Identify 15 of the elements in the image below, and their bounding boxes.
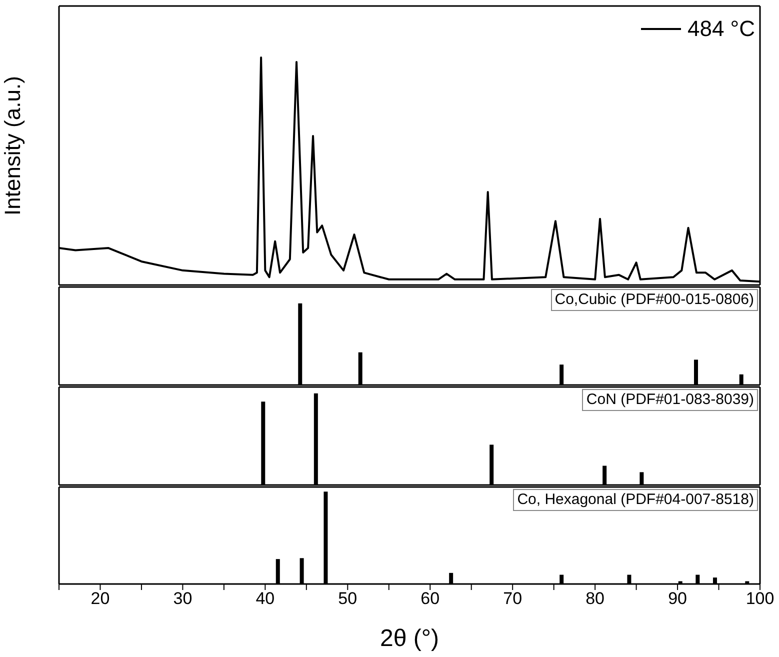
x-tick-label: 30	[173, 589, 192, 608]
x-axis-title: 2θ (°)	[380, 625, 439, 652]
annotation: Co,Cubic (PDF#00-015-0806)	[550, 289, 758, 311]
x-tick-label: 100	[746, 589, 774, 608]
x-tick-label: 70	[503, 589, 522, 608]
x-tick-label: 80	[586, 589, 605, 608]
x-tick-label: 20	[90, 589, 110, 608]
x-tick-label: 90	[668, 589, 687, 608]
annotation: CoN (PDF#01-083-8039)	[582, 389, 758, 411]
annotation: Co, Hexagonal (PDF#04-007-8518)	[513, 489, 758, 511]
y-axis-title: Intensity (a.u.)	[0, 76, 25, 216]
legend-label: 484 °C	[687, 16, 755, 42]
x-tick-label: 40	[256, 589, 275, 608]
x-tick-label: 60	[420, 589, 440, 608]
x-tick-label: 50	[338, 589, 358, 608]
